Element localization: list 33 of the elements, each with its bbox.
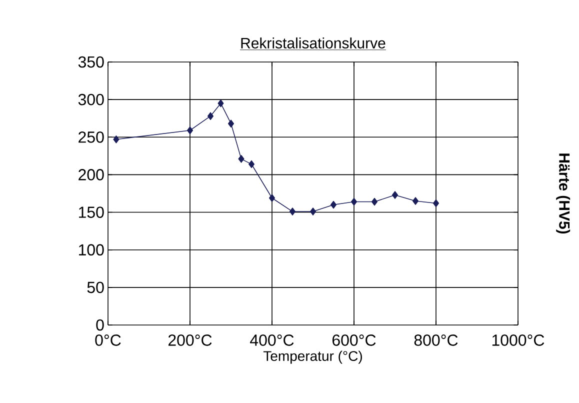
y-tick-label: 0 [96, 319, 104, 331]
y-tick-label: 200 [78, 169, 104, 180]
x-tick-label: 1000°C [492, 334, 544, 346]
point [392, 191, 398, 199]
chart-title: Rekristalisationskurve [241, 37, 386, 48]
y-axis-title: Härte (HV5) [556, 154, 570, 234]
point [350, 198, 358, 206]
point [186, 126, 194, 134]
point [330, 200, 337, 209]
x-tick-label: 800°C [414, 334, 458, 346]
point [289, 208, 296, 216]
y-tick-label: 150 [79, 206, 104, 218]
y-tick-label: 100 [79, 244, 104, 256]
y-tick-label: 350 [78, 56, 104, 68]
y-tick-label: 300 [78, 94, 104, 106]
point [412, 197, 419, 205]
x-tick-label: 400°C [250, 334, 294, 346]
point [238, 155, 244, 163]
x-tick-label: 200°C [168, 334, 212, 346]
point [268, 194, 276, 202]
point [218, 99, 224, 108]
point [113, 135, 120, 144]
y-tick-label: 50 [87, 282, 104, 294]
x-tick-label: 0°C [95, 334, 121, 346]
point [207, 112, 214, 120]
point [228, 120, 234, 128]
x-tick-label: 600°C [332, 334, 376, 346]
point [432, 199, 440, 208]
point [371, 198, 378, 206]
y-tick-label: 250 [78, 131, 104, 143]
x-axis-title: Temperatur (°C) [263, 350, 362, 364]
point [248, 160, 255, 168]
point [310, 208, 316, 216]
